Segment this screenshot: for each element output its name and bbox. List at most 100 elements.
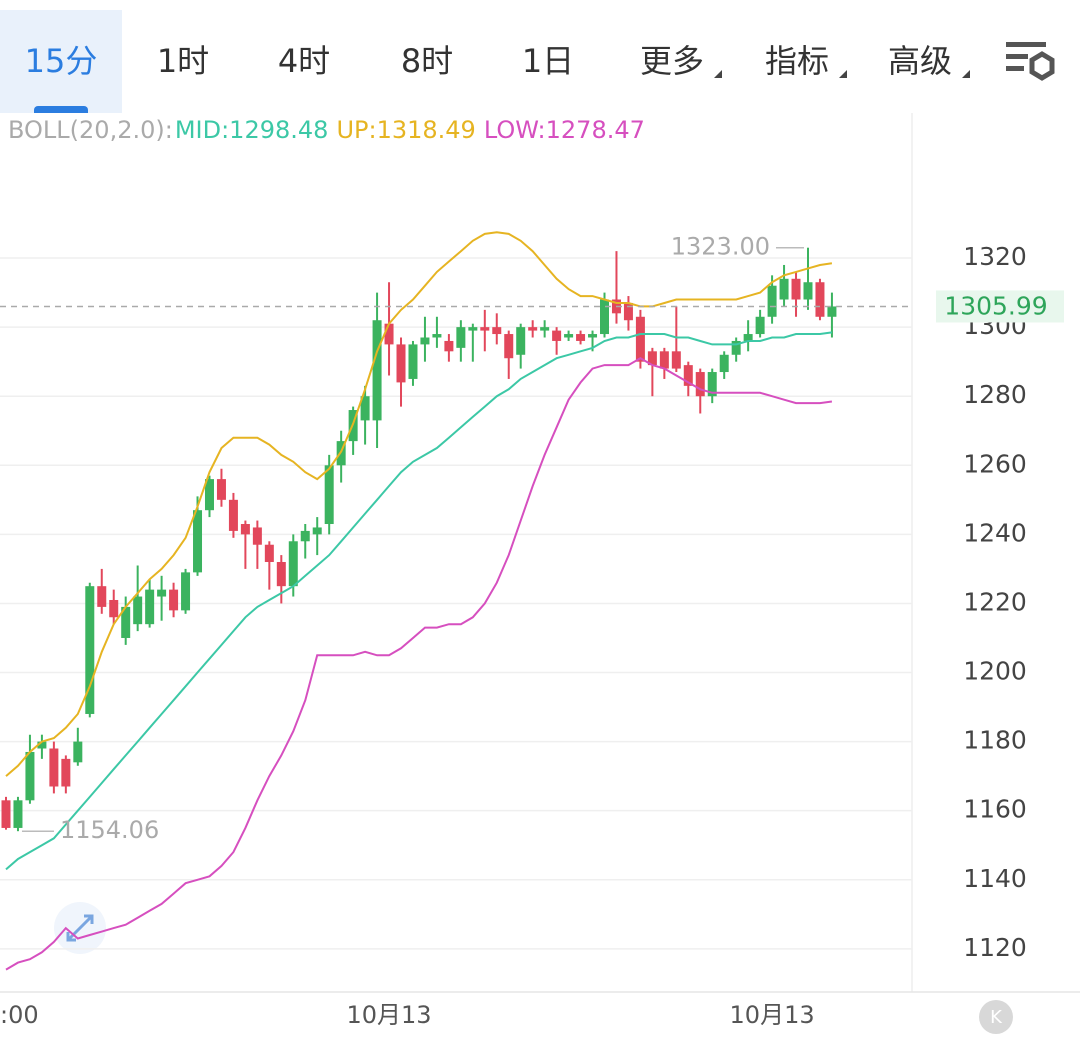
candle-body <box>504 334 514 359</box>
candle-body <box>73 741 83 763</box>
y-tick-label: 1200 <box>963 657 1027 686</box>
x-tick-label: 10月13 <box>347 1001 432 1029</box>
candle-body <box>659 351 669 369</box>
candle-body <box>815 282 825 317</box>
y-tick-label: 1140 <box>963 864 1027 893</box>
y-tick-label: 1220 <box>963 587 1027 616</box>
x-tick-label: 10月13 <box>730 1001 815 1029</box>
candle-body <box>37 741 47 749</box>
candle-body <box>707 372 717 397</box>
legend-entry: UP:1318.49 <box>336 116 476 144</box>
y-tick-label: 1280 <box>963 380 1027 409</box>
candle-body <box>181 572 191 611</box>
candle-body <box>767 285 777 317</box>
legend-entry: MID:1298.48 <box>174 116 329 144</box>
candle-body <box>779 278 789 300</box>
candle-body <box>468 327 478 331</box>
x-tick-label: :00 <box>0 1001 39 1029</box>
candle-body <box>61 758 71 787</box>
high-marker-label: 1323.00 <box>671 233 770 261</box>
legend-entry: LOW:1278.47 <box>483 116 645 144</box>
candle-body <box>360 396 370 421</box>
candle-body <box>25 751 35 801</box>
y-tick-label: 1120 <box>963 933 1027 962</box>
candle-body <box>288 541 298 587</box>
candle-body <box>695 372 705 397</box>
dropdown-arrow <box>962 70 970 78</box>
candle-body <box>647 351 657 366</box>
candle-body <box>731 340 741 355</box>
candle-body <box>300 530 310 542</box>
candle-body <box>109 599 119 618</box>
candle-body <box>324 465 334 525</box>
timeframe-tab[interactable]: 1时 <box>156 42 210 80</box>
y-tick-label: 1180 <box>963 726 1027 755</box>
dropdown-arrow <box>839 70 847 78</box>
candle-body <box>408 344 418 379</box>
candle-body <box>13 800 23 828</box>
candle-body <box>480 327 490 331</box>
candle-body <box>396 344 406 383</box>
reset-button[interactable]: K <box>979 1000 1013 1034</box>
band-line <box>5 231 833 777</box>
candle-body <box>97 586 107 607</box>
candle-body <box>169 589 179 611</box>
band-line <box>5 357 833 971</box>
candle-body <box>372 320 382 421</box>
timeframe-tab[interactable]: 4时 <box>277 42 331 80</box>
timeframe-tabs: 15分 1时 4时 8时 1日 更多 指标 高级 <box>0 0 1080 113</box>
candle-body <box>552 330 562 341</box>
dropdown-arrow <box>714 70 722 78</box>
candle-body <box>755 316 765 335</box>
candle-body <box>683 365 693 386</box>
timeframe-tab[interactable]: 高级 <box>887 42 952 80</box>
candle-body <box>432 334 442 338</box>
candle-body <box>492 327 502 335</box>
indicator-legend: BOLL(20,2.0):MID:1298.48 UP:1318.49 LOW:12… <box>8 116 653 144</box>
low-marker-label: 1154.06 <box>60 816 159 844</box>
candle-body <box>528 327 538 331</box>
timeframe-tab[interactable]: 更多 <box>639 42 704 80</box>
indicator-name: BOLL(20,2.0): <box>8 116 173 144</box>
candle-body <box>623 302 633 321</box>
candle-body <box>588 334 598 338</box>
candle-body <box>133 596 143 625</box>
last-price-label: 1305.99 <box>944 291 1047 320</box>
y-tick-label: 1260 <box>963 449 1027 478</box>
candle-body <box>240 524 250 535</box>
candle-body <box>671 351 681 369</box>
candle-body <box>157 589 167 597</box>
candle-body <box>204 479 214 511</box>
expand-icon[interactable] <box>54 902 106 954</box>
candle-body <box>803 282 813 300</box>
y-tick-label: 1240 <box>963 518 1027 547</box>
candle-body <box>228 499 238 531</box>
candle-body <box>719 354 729 373</box>
candle-body <box>791 278 801 300</box>
candle-body <box>145 589 155 625</box>
candle-body <box>85 586 95 714</box>
timeframe-tab[interactable]: 15分 <box>0 10 122 113</box>
candle-body <box>576 334 586 341</box>
svg-text:K: K <box>990 1007 1003 1028</box>
timeframe-tab[interactable]: 指标 <box>764 42 829 80</box>
candle-body <box>600 299 609 335</box>
candle-body <box>193 510 203 573</box>
band-line <box>5 331 833 871</box>
timeframe-tab[interactable]: 8时 <box>400 42 454 80</box>
candle-body <box>276 561 286 587</box>
candle-body <box>516 327 526 355</box>
candle-body <box>540 327 550 331</box>
candle-body <box>49 748 59 787</box>
candle-body <box>216 479 226 500</box>
settings-icon[interactable] <box>1006 42 1055 81</box>
candle-body <box>827 306 837 317</box>
candle-body <box>420 337 430 345</box>
candle-body <box>743 334 753 341</box>
candle-body <box>564 334 574 338</box>
timeframe-tab[interactable]: 1日 <box>521 42 575 80</box>
candle-body <box>384 323 394 345</box>
candle-body <box>635 316 645 362</box>
